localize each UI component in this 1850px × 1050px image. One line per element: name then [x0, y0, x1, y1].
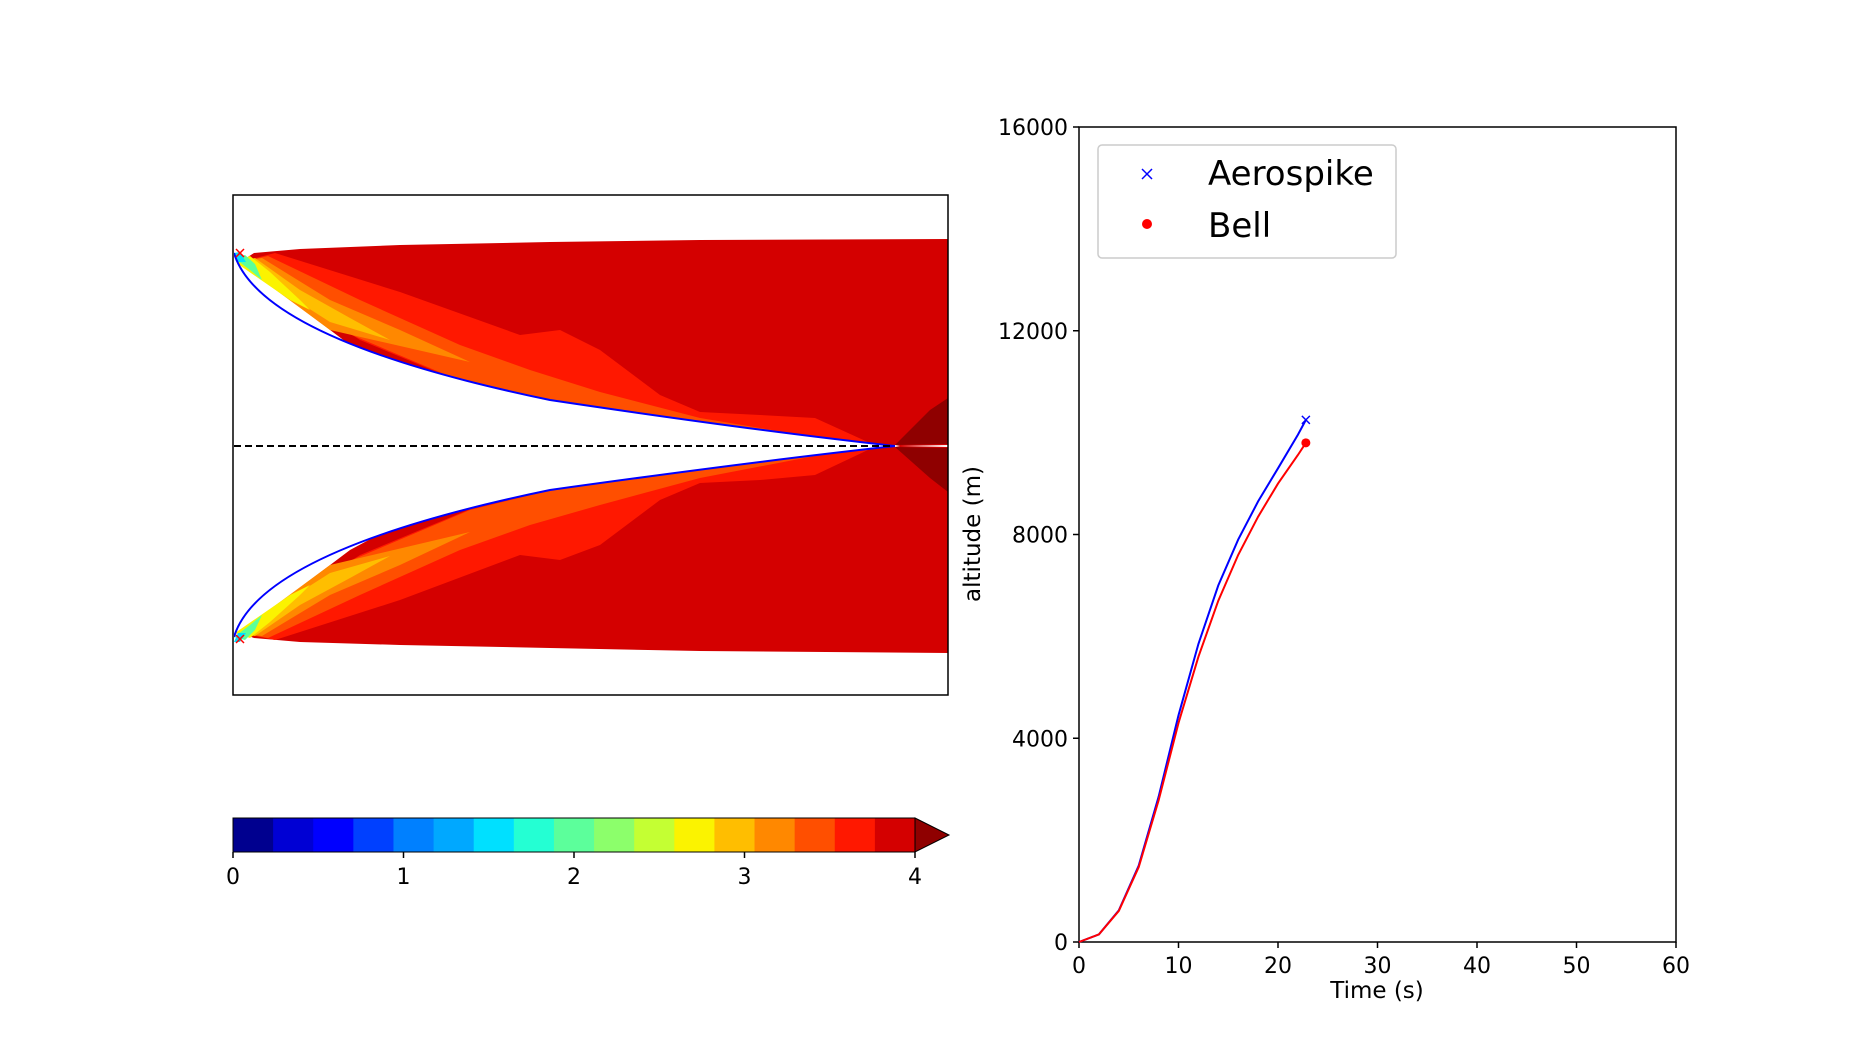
x-axis-label: Time (s) [1329, 978, 1424, 1004]
legend-marker-aerospike [1141, 168, 1153, 180]
wake-region-lower [895, 447, 948, 492]
y-tick-label: 8000 [1012, 524, 1068, 549]
lower-plume-band-3-3 [240, 449, 865, 638]
colorbar-cell [553, 818, 595, 852]
upper-plume-band-3-5 [240, 253, 870, 444]
y-tick-label: 12000 [998, 320, 1068, 345]
colorbar-cell [634, 818, 675, 852]
x-tick-label: 40 [1463, 954, 1491, 979]
y-axis-ticks: 0 4000 8000 12000 16000 [998, 116, 1079, 956]
nozzle-contour-lower [234, 445, 896, 638]
colorbar-cell [473, 818, 515, 852]
y-tick-label: 4000 [1012, 727, 1068, 752]
colorbar-cell [594, 818, 635, 852]
upper-plume-region [240, 239, 948, 449]
colorbar-tick-label: 3 [738, 865, 752, 890]
nozzle-contour-upper [234, 252, 896, 447]
legend-frame [1097, 144, 1397, 259]
throat-marker-lower [235, 634, 245, 644]
lower-plume-band-3 [238, 532, 470, 636]
colorbar-cell [513, 818, 555, 852]
legend-label-bell: Bell [1208, 206, 1271, 246]
contour-panel [232, 194, 949, 696]
colorbar-cell [313, 818, 354, 852]
colorbar-cells [233, 817, 951, 853]
colorbar-tick-label: 4 [908, 865, 922, 890]
x-axis-ticks: 0 10 20 30 40 50 60 [1072, 942, 1690, 979]
altitude-panel: 0 10 20 30 40 50 60 0 4000 8000 12000 16000 Time (… [960, 116, 1690, 1004]
x-tick-label: 10 [1165, 954, 1193, 979]
series-end-marker-aerospike [1301, 415, 1311, 425]
legend-label-aerospike: Aerospike [1208, 154, 1374, 194]
upper-plume-band-3 [238, 258, 470, 362]
y-tick-label: 16000 [998, 116, 1068, 141]
wake-region-upper [895, 398, 948, 445]
series-end-marker-bell [1301, 438, 1311, 448]
throat-marker-upper [235, 248, 245, 258]
colorbar-cell [794, 818, 836, 852]
series-line-aerospike [1078, 419, 1307, 943]
colorbar-cell [273, 818, 314, 852]
colorbar-tick-label: 2 [567, 865, 581, 890]
series-line-bell [1078, 442, 1307, 943]
colorbar-tick-label: 0 [226, 865, 240, 890]
y-axis-label: altitude (m) [960, 466, 986, 602]
upper-plume-band-3-3 [240, 256, 865, 444]
colorbar: 0 1 2 3 4 [226, 817, 951, 890]
colorbar-cell [874, 818, 916, 852]
x-tick-label: 20 [1264, 954, 1292, 979]
colorbar-ticks: 0 1 2 3 4 [226, 852, 922, 890]
lower-plume-region [240, 446, 948, 653]
colorbar-cell [433, 818, 475, 852]
colorbar-cell [393, 818, 435, 852]
colorbar-cell [233, 818, 274, 852]
legend: Aerospike Bell [1097, 144, 1397, 259]
colorbar-cell [754, 818, 796, 852]
colorbar-extend-arrow [914, 817, 951, 853]
x-tick-label: 30 [1364, 954, 1392, 979]
x-tick-label: 50 [1563, 954, 1591, 979]
colorbar-cell [834, 818, 876, 852]
colorbar-cell [353, 818, 394, 852]
lower-plume-band-3-5 [240, 449, 870, 640]
contour-frame [232, 194, 949, 696]
colorbar-cell [714, 818, 756, 852]
colorbar-cell [674, 818, 715, 852]
altitude-series [1078, 415, 1311, 943]
colorbar-tick-label: 1 [397, 865, 411, 890]
legend-marker-bell [1142, 219, 1152, 229]
x-tick-label: 60 [1662, 954, 1690, 979]
x-tick-label: 0 [1072, 954, 1086, 979]
y-tick-label: 0 [1054, 931, 1068, 956]
